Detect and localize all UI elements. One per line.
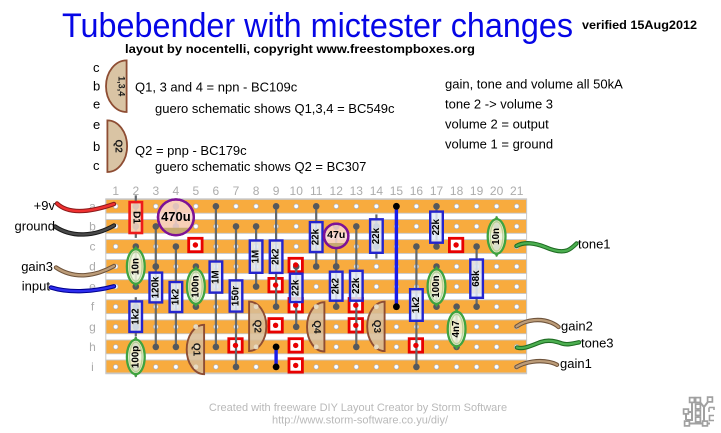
svg-text:e: e [93,117,100,132]
svg-text:2k2: 2k2 [271,248,282,265]
svg-text:15: 15 [390,184,404,198]
svg-text:Q2: Q2 [112,140,123,154]
svg-text:1k2: 1k2 [130,308,141,325]
svg-text:guero schematic shows Q2 = BC3: guero schematic shows Q2 = BC307 [155,159,366,174]
svg-text:4n7: 4n7 [451,320,462,337]
svg-text:e: e [89,280,96,294]
svg-text:20: 20 [490,184,504,198]
svg-text:tone3: tone3 [581,335,614,350]
svg-text:10n: 10n [130,258,141,275]
svg-text:Q1: Q1 [191,343,202,357]
svg-text:6: 6 [213,184,220,198]
svg-text:1k2: 1k2 [170,288,181,305]
svg-text:c: c [90,240,96,254]
svg-text:ground: ground [15,219,55,234]
svg-text:12: 12 [330,184,344,198]
svg-text:Q2: Q2 [252,320,263,334]
svg-text:22k: 22k [431,218,442,235]
svg-text:Tubebender with mictester chan: Tubebender with mictester changes [62,7,573,45]
svg-text:guero schematic shows Q1,3,4 =: guero schematic shows Q1,3,4 = BC549c [155,101,395,116]
svg-text:2: 2 [132,184,139,198]
svg-text:22k: 22k [371,227,382,244]
svg-text:h: h [89,340,96,354]
svg-text:Q2 = pnp - BC179c: Q2 = pnp - BC179c [135,143,247,158]
svg-text:f: f [91,300,95,314]
svg-text:Q1, 3 and 4 = npn - BC109c: Q1, 3 and 4 = npn - BC109c [135,80,298,95]
svg-text:gain2: gain2 [561,319,593,334]
svg-text:1k2: 1k2 [411,296,422,313]
svg-text:22k: 22k [291,279,302,296]
svg-text:22k: 22k [351,277,362,294]
svg-text:a: a [89,199,96,213]
svg-text:tone1: tone1 [578,237,611,252]
svg-text:14: 14 [370,184,384,198]
svg-text:150r: 150r [231,286,242,306]
svg-text:tone 2 -> volume 3: tone 2 -> volume 3 [445,97,553,112]
svg-text:11: 11 [310,184,323,198]
svg-text:g: g [89,320,96,334]
svg-text:47u: 47u [327,229,345,241]
svg-text:b: b [93,139,100,154]
svg-text:b: b [89,219,96,233]
svg-text:470u: 470u [161,209,191,224]
svg-text:17: 17 [430,184,444,198]
svg-text:18: 18 [450,184,464,198]
svg-text:b: b [93,79,100,94]
svg-text:verified 15Aug2012: verified 15Aug2012 [582,18,697,32]
svg-text:1: 1 [112,184,119,198]
svg-text:16: 16 [410,184,424,198]
svg-text:gain1: gain1 [560,356,592,371]
svg-text:21: 21 [510,184,524,198]
svg-text:100n: 100n [431,275,442,297]
svg-text:4: 4 [173,184,180,198]
svg-text:1,3,4: 1,3,4 [117,76,127,96]
svg-text:c: c [93,60,100,75]
svg-text:100p: 100p [130,346,141,368]
svg-text:1M: 1M [210,270,221,284]
svg-text:19: 19 [470,184,484,198]
svg-text:120k: 120k [150,276,161,298]
svg-text:7: 7 [233,184,240,198]
svg-text:D1: D1 [130,211,141,224]
svg-text:100n: 100n [190,275,201,297]
svg-text:Created with freeware DIY Layo: Created with freeware DIY Layout Creator… [209,402,507,414]
svg-text:1M: 1M [251,250,262,264]
svg-text:10n: 10n [491,228,502,245]
svg-text:c: c [93,158,100,173]
svg-text:3: 3 [152,184,159,198]
svg-text:Q4: Q4 [311,320,322,334]
svg-text:Q3: Q3 [371,320,382,334]
svg-text:68k: 68k [471,270,482,287]
svg-text:e: e [93,97,100,112]
svg-text:volume 2 = output: volume 2 = output [445,117,549,132]
svg-text:13: 13 [350,184,364,198]
svg-text:5: 5 [193,184,200,198]
svg-text:+9v: +9v [34,198,56,213]
svg-text:9: 9 [273,184,280,198]
svg-text:volume 1 = ground: volume 1 = ground [445,137,553,152]
svg-text:i: i [91,360,94,374]
svg-text:22k: 22k [311,228,322,245]
svg-text:gain, tone and volume all 50kA: gain, tone and volume all 50kA [445,77,623,92]
svg-text:http://www.storm-software.co.y: http://www.storm-software.co.yu/diy/ [272,415,449,427]
svg-text:gain3: gain3 [21,259,53,274]
svg-text:input: input [22,279,51,294]
svg-text:8: 8 [253,184,260,198]
svg-text:layout by nocentelli, copyrigh: layout by nocentelli, copyright www.free… [125,42,475,56]
svg-text:d: d [89,260,96,274]
svg-text:10: 10 [290,184,304,198]
svg-text:2k2: 2k2 [331,277,342,294]
